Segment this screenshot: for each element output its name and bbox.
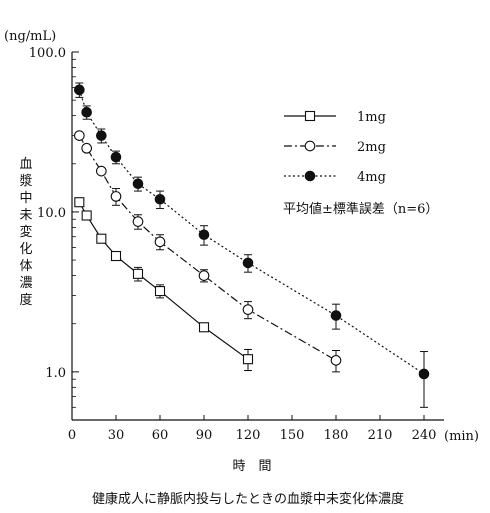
y-axis-label-char: 未: [19, 208, 32, 223]
y-axis-label-char: 濃: [19, 276, 32, 291]
data-point: [304, 170, 316, 182]
x-tick-label: 180: [324, 428, 349, 443]
data-point: [81, 142, 93, 154]
y-tick-label: 1.0: [45, 366, 66, 381]
data-point: [110, 151, 122, 163]
x-tick-label: 120: [236, 428, 261, 443]
series-line: [78, 89, 425, 375]
data-point: [73, 130, 85, 141]
legend-label: 1mg: [357, 110, 386, 125]
series-1mg: [74, 197, 254, 371]
legend-label: 2mg: [357, 140, 386, 155]
data-point: [242, 257, 254, 269]
series-4mg: [74, 82, 430, 408]
data-point: [132, 216, 144, 227]
figure-caption: 健康成人に静脈内投与したときの血漿中未変化体濃度: [92, 491, 404, 507]
series-line: [78, 201, 249, 360]
data-point: [81, 210, 92, 221]
data-point: [198, 322, 210, 333]
data-point: [74, 84, 85, 96]
x-unit-label: (min): [444, 429, 479, 444]
legend: 1mg 2mg 4mg: [284, 110, 386, 185]
y-axis-label-char: 化: [19, 242, 32, 257]
data-point: [242, 304, 254, 315]
data-point: [154, 193, 166, 205]
x-tick-label: 60: [152, 428, 169, 443]
y-axis-label-char: 度: [19, 292, 32, 308]
legend-item-2mg: 2mg: [284, 140, 386, 155]
series-line: [78, 135, 337, 361]
series-group: [73, 82, 430, 408]
data-point: [96, 233, 107, 244]
y-tick-label: 100.0: [29, 46, 66, 61]
data-point: [74, 197, 85, 208]
data-point: [304, 110, 316, 122]
data-point: [132, 268, 144, 279]
x-tick-label: 0: [68, 428, 76, 443]
data-point: [198, 270, 210, 281]
legend-label: 4mg: [357, 170, 386, 185]
data-point: [330, 310, 342, 321]
y-axis-label-char: 体: [19, 259, 32, 274]
data-point: [198, 229, 210, 241]
data-point: [154, 286, 166, 297]
data-point: [81, 106, 92, 118]
data-point: [330, 355, 342, 366]
y-axis-label-char: 変: [19, 224, 32, 240]
data-point: [132, 178, 144, 190]
data-point: [95, 165, 107, 177]
y-unit-label: (ng/mL): [4, 29, 56, 44]
data-point: [242, 354, 254, 365]
data-point: [304, 140, 316, 152]
legend-item-4mg: 4mg: [284, 170, 386, 185]
x-tick-label: 210: [368, 428, 393, 443]
data-point: [96, 130, 107, 141]
y-tick-label: 10.0: [37, 206, 66, 221]
legend-item-1mg: 1mg: [284, 110, 386, 125]
x-tick-label: 150: [280, 428, 305, 443]
x-tick-label: 30: [108, 428, 125, 443]
x-tick-label: 240: [412, 428, 437, 443]
x-axis-label: 時 間: [232, 459, 271, 474]
y-axis-label-char: 血: [19, 157, 32, 172]
data-point: [110, 191, 122, 202]
data-point: [418, 368, 430, 380]
y-axis-label: 血漿中未変化体濃度: [19, 157, 32, 308]
series-2mg: [73, 130, 342, 373]
y-axis-label-char: 漿: [19, 174, 32, 189]
axes: 0 30 60 90 120 150 180 210 240 100.0 10.0 1.0: [29, 46, 444, 443]
data-point: [110, 250, 122, 262]
data-point: [154, 236, 166, 248]
x-tick-label: 90: [196, 428, 213, 443]
legend-note: 平均値±標準誤差（n=6）: [283, 201, 438, 217]
y-axis-label-char: 中: [19, 191, 32, 206]
